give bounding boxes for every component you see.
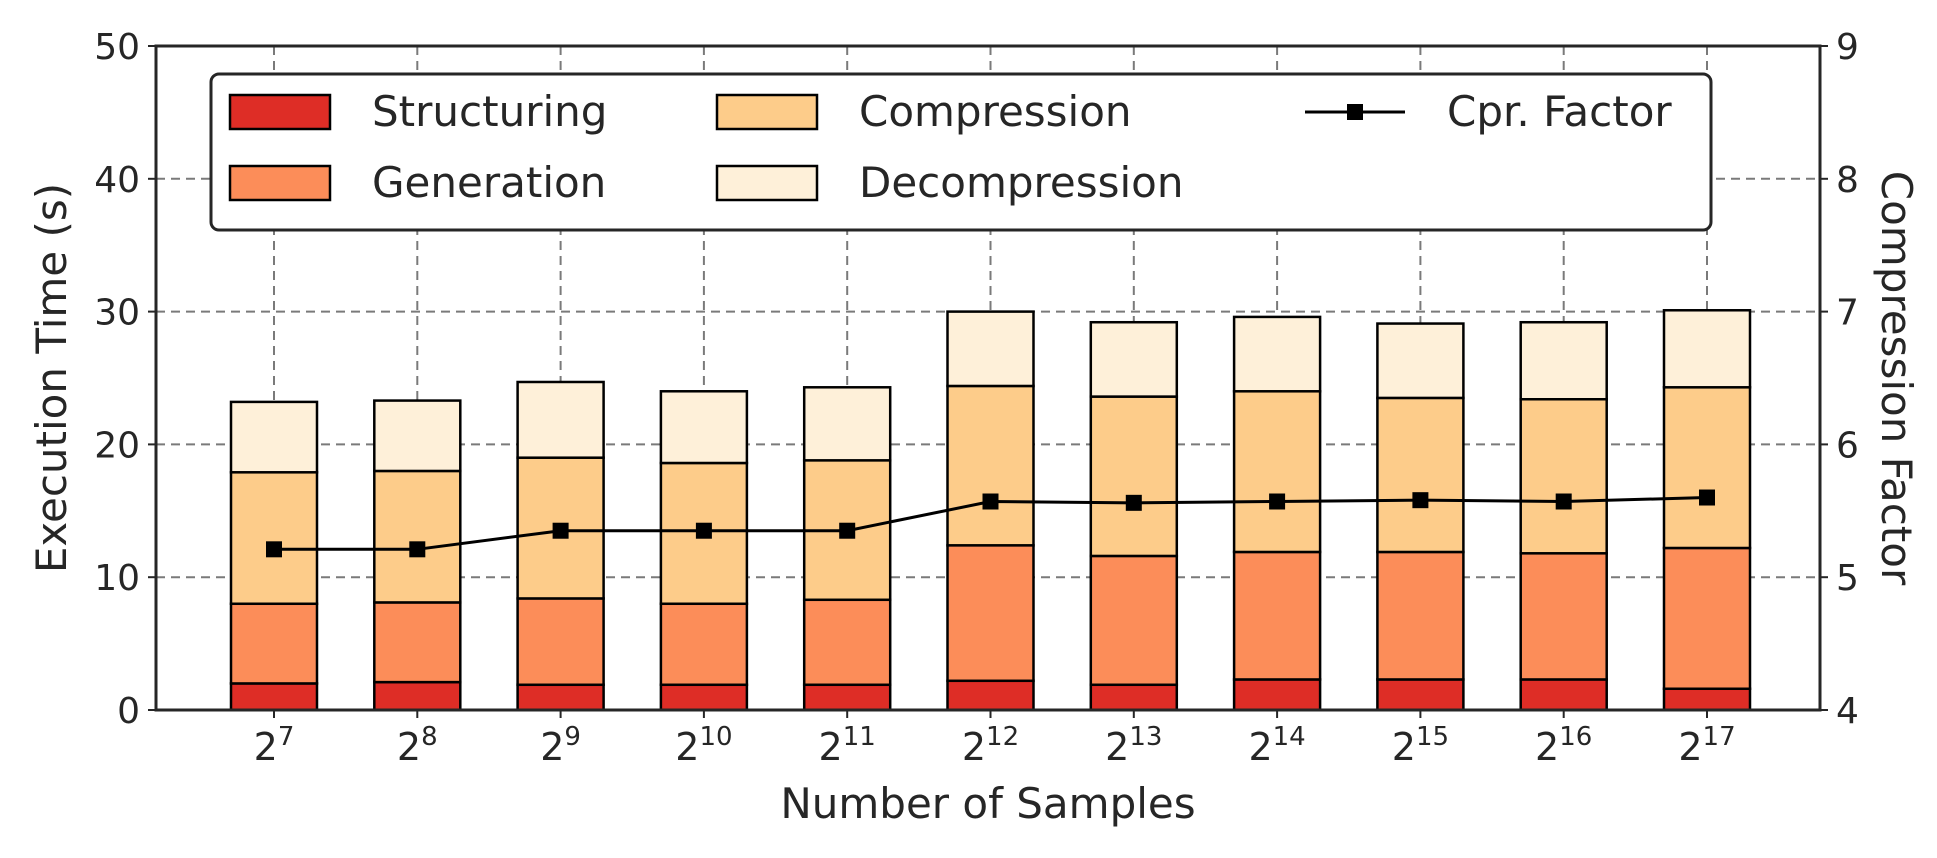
bar-generation-9 xyxy=(1519,552,1608,681)
x-tick-label: 216 xyxy=(1535,722,1592,769)
x-tick-label: 28 xyxy=(397,722,438,769)
bar-decompression-0 xyxy=(229,400,319,474)
cpr-factor-line-series xyxy=(266,489,1715,558)
bar-generation-1 xyxy=(373,601,462,684)
legend-swatch-structuring xyxy=(228,93,332,131)
x-tick-label: 214 xyxy=(1248,722,1305,769)
x-tick-label: 213 xyxy=(1105,722,1162,769)
legend: Structuring Compression Generation Decompre… xyxy=(209,72,1713,232)
bar-structuring-1 xyxy=(373,680,462,712)
y2-tick-label: 6 xyxy=(1836,425,1859,466)
x-tick-label: 215 xyxy=(1392,722,1449,769)
cpr-factor-point-5 xyxy=(982,493,999,510)
bar-generation-6 xyxy=(1089,554,1179,687)
legend-label-decompression: Decompression xyxy=(859,158,1183,207)
bar-structuring-2 xyxy=(516,683,605,712)
bar-decompression-1 xyxy=(373,399,462,473)
bar-structuring-4 xyxy=(802,683,892,712)
y-axis-label: Execution Time (s) xyxy=(27,183,76,573)
legend-label-structuring: Structuring xyxy=(372,87,607,136)
y2-tick-label: 8 xyxy=(1836,160,1859,201)
left-axis-ticks: 0 10 20 30 40 50 xyxy=(94,27,156,732)
bar-generation-5 xyxy=(946,544,1035,683)
legend-label-cpr-factor: Cpr. Factor xyxy=(1447,87,1672,136)
bar-generation-0 xyxy=(229,602,319,685)
legend-marker-cpr-factor xyxy=(1347,104,1363,120)
legend-label-compression: Compression xyxy=(859,87,1132,136)
bar-compression-6 xyxy=(1089,395,1179,558)
legend-swatch-compression xyxy=(715,93,819,131)
y-tick-label: 50 xyxy=(94,27,140,68)
cpr-factor-point-1 xyxy=(409,541,426,558)
bar-structuring-5 xyxy=(946,679,1035,712)
y2-axis-label: Compression Factor xyxy=(1872,171,1921,586)
bar-generation-3 xyxy=(659,602,749,687)
bar-decompression-5 xyxy=(946,310,1035,388)
cpr-factor-point-8 xyxy=(1412,492,1429,509)
bar-compression-1 xyxy=(373,469,462,604)
bar-decompression-8 xyxy=(1376,322,1465,400)
bars xyxy=(229,309,1752,712)
x-tick-label: 212 xyxy=(962,722,1019,769)
cpr-factor-point-4 xyxy=(839,522,856,539)
bar-generation-2 xyxy=(516,597,605,687)
bar-decompression-4 xyxy=(802,386,892,462)
x-tick-label: 27 xyxy=(254,722,295,769)
cpr-factor-point-6 xyxy=(1125,494,1142,511)
bar-decompression-6 xyxy=(1089,320,1179,398)
cpr-factor-point-10 xyxy=(1699,489,1715,506)
y-tick-label: 10 xyxy=(94,558,140,599)
y-tick-label: 40 xyxy=(94,160,140,201)
cpr-factor-point-9 xyxy=(1555,493,1572,510)
cpr-factor-point-3 xyxy=(695,522,712,539)
x-axis-ticks: 27 28 29 210 211 212 213 214 215 216 217 xyxy=(254,710,1736,769)
bar-structuring-8 xyxy=(1376,678,1465,712)
right-axis-ticks: 4 5 6 7 8 9 xyxy=(1820,27,1859,732)
y2-tick-label: 4 xyxy=(1836,691,1859,732)
bar-generation-8 xyxy=(1376,550,1465,681)
legend-swatch-decompression xyxy=(715,164,819,202)
cpr-factor-point-2 xyxy=(552,522,569,539)
bar-generation-10 xyxy=(1662,546,1752,691)
bar-structuring-3 xyxy=(659,683,749,712)
x-tick-label: 217 xyxy=(1678,722,1735,769)
bar-structuring-10 xyxy=(1662,687,1752,712)
y2-tick-label: 9 xyxy=(1836,27,1859,68)
bar-compression-7 xyxy=(1232,390,1322,554)
plot-frame xyxy=(154,44,1822,712)
bar-decompression-7 xyxy=(1232,315,1322,393)
x-tick-label: 210 xyxy=(675,722,732,769)
bar-structuring-7 xyxy=(1232,678,1322,712)
bar-generation-7 xyxy=(1232,550,1322,681)
legend-label-generation: Generation xyxy=(372,158,606,207)
y-tick-label: 20 xyxy=(94,425,140,466)
cpr-factor-point-0 xyxy=(266,541,282,558)
y-tick-label: 30 xyxy=(94,293,140,334)
x-tick-label: 211 xyxy=(819,722,876,769)
bar-compression-9 xyxy=(1519,397,1608,555)
bar-compression-10 xyxy=(1662,386,1752,550)
bar-decompression-3 xyxy=(659,390,749,465)
cpr-factor-point-7 xyxy=(1269,493,1286,510)
bar-structuring-6 xyxy=(1089,683,1179,712)
bar-generation-4 xyxy=(802,598,892,687)
bar-compression-0 xyxy=(229,471,319,606)
y2-tick-label: 7 xyxy=(1836,293,1859,334)
bar-compression-8 xyxy=(1376,396,1465,554)
bar-compression-5 xyxy=(946,384,1035,547)
bar-structuring-9 xyxy=(1519,678,1608,712)
bar-decompression-9 xyxy=(1519,320,1608,401)
bar-decompression-2 xyxy=(516,380,605,459)
legend-swatch-generation xyxy=(228,164,332,202)
bar-decompression-10 xyxy=(1662,309,1752,389)
y-tick-label: 0 xyxy=(117,691,140,732)
y2-tick-label: 5 xyxy=(1836,558,1859,599)
x-axis-label: Number of Samples xyxy=(780,779,1195,828)
bar-structuring-0 xyxy=(229,682,319,712)
x-tick-label: 29 xyxy=(540,722,581,769)
